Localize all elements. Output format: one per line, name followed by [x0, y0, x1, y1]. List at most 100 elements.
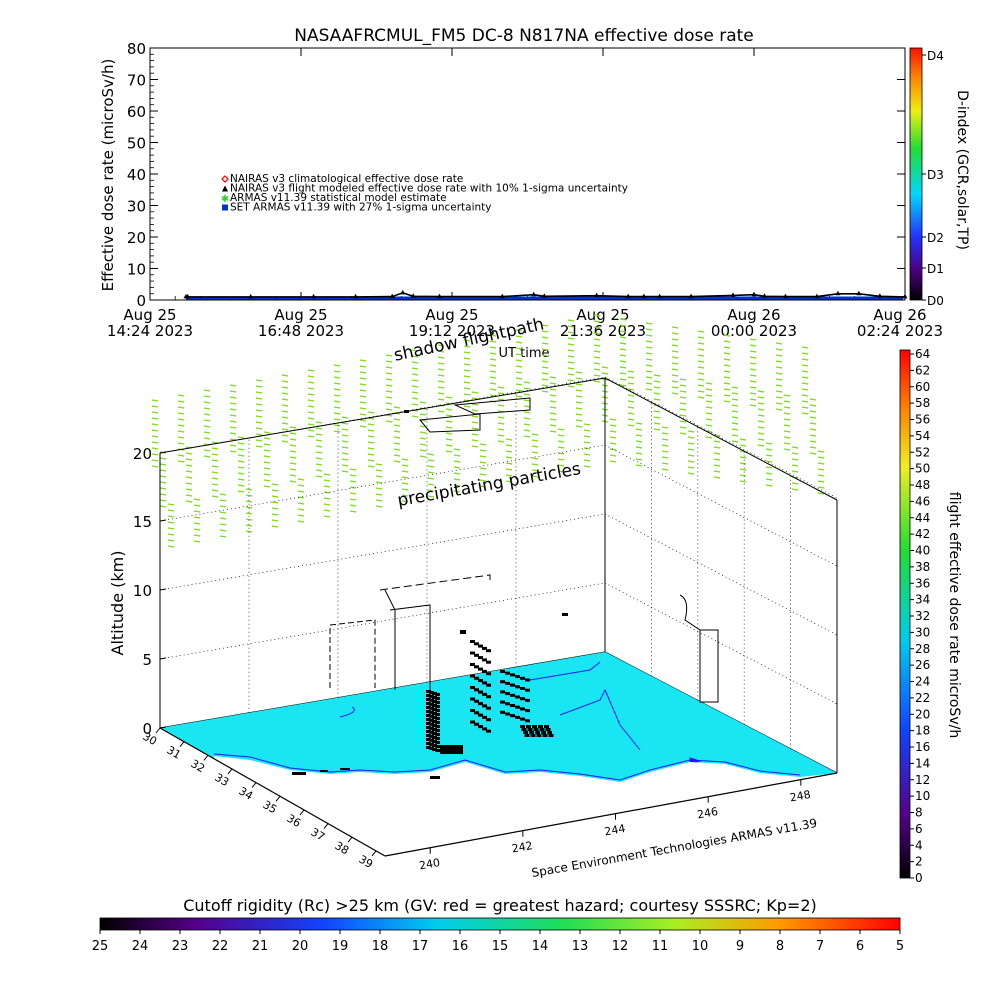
precip-dash [289, 438, 297, 441]
precip-dash [713, 434, 721, 437]
precip-dash [523, 393, 531, 396]
precip-dash [575, 371, 583, 374]
dose-colorbar-tick-label: 60 [915, 380, 930, 394]
precip-dash [697, 354, 705, 357]
precip-dash [749, 392, 757, 395]
precip-dash [185, 452, 193, 455]
flight-track-point [486, 706, 491, 710]
precip-dash [385, 396, 393, 399]
flight-track-point [470, 686, 475, 689]
precip-dash [609, 442, 617, 445]
precip-dash [661, 438, 669, 441]
svg-text:✱: ✱ [221, 194, 229, 205]
precip-dash [801, 346, 809, 349]
precip-dash [697, 378, 705, 381]
precip-dash [583, 435, 591, 438]
precip-dash [463, 405, 471, 408]
precip-dash [193, 528, 201, 531]
flight-track-point [486, 729, 491, 733]
precip-dash [661, 444, 669, 447]
flight-track-point [426, 742, 431, 745]
precip-dash [749, 386, 757, 389]
precip-dash [775, 390, 783, 393]
precip-dash [731, 440, 739, 443]
flight-track-point [452, 745, 457, 748]
precip-dash [367, 453, 375, 456]
precip-dash [471, 397, 479, 400]
precip-dash [445, 432, 453, 435]
precip-dash [739, 438, 747, 441]
precip-dash [411, 361, 419, 364]
precip-dash [245, 500, 253, 503]
precip-dash [653, 428, 661, 431]
precip-dash [791, 458, 799, 461]
flight-track-point [520, 676, 525, 680]
precip-dash [245, 506, 253, 509]
precip-dash [557, 440, 565, 443]
cutoff-rigidity-tick-label: 13 [572, 939, 589, 954]
latitude-tick [251, 782, 257, 788]
precip-dash [323, 479, 331, 482]
flight-track-point [478, 679, 483, 683]
precip-dash [809, 398, 817, 401]
flight-track-point [470, 697, 475, 701]
precip-dash [541, 384, 549, 387]
precip-dash [523, 423, 531, 426]
precip-dash [549, 424, 557, 427]
precip-dash [263, 455, 271, 458]
precip-dash [627, 382, 635, 385]
precip-dash [687, 454, 695, 457]
precip-dash [757, 438, 765, 441]
flight-track-point [538, 725, 543, 728]
precip-dash [427, 453, 435, 456]
precip-dash [731, 434, 739, 437]
longitude-tick-label: 246 [696, 805, 719, 821]
precip-dash [765, 454, 773, 457]
precip-dash [375, 463, 383, 466]
precip-dash [437, 362, 445, 365]
precip-dash [567, 379, 575, 382]
precip-dash [471, 391, 479, 394]
precip-dash [263, 431, 271, 434]
precip-dash [315, 457, 323, 460]
precip-dash [193, 534, 201, 537]
precip-dash [193, 516, 201, 519]
dose-y-axis-label: Effective dose rate (microSv/h) [99, 59, 117, 292]
precip-dash [349, 510, 357, 513]
precip-dash [385, 402, 393, 405]
precip-dash [479, 479, 487, 482]
precip-dash [489, 388, 497, 391]
precip-dash [723, 382, 731, 385]
dose-legend-symbol [222, 204, 228, 211]
precip-dash [349, 480, 357, 483]
outside-region [214, 756, 838, 856]
flight-track-point [455, 748, 460, 751]
precip-dash [817, 486, 825, 489]
precip-dash [211, 489, 219, 492]
dindex-colorbar [909, 47, 923, 301]
precip-dash [177, 394, 185, 397]
precip-dash [697, 390, 705, 393]
precip-dash [419, 431, 427, 434]
precip-dash [479, 443, 487, 446]
flight-track-point [515, 705, 520, 709]
precip-dash [203, 449, 211, 452]
precip-dash [775, 348, 783, 351]
flight-track-point [435, 729, 440, 732]
precip-dash [297, 478, 305, 481]
precip-dash [219, 499, 227, 502]
flight-track-point [515, 695, 520, 699]
precip-dash [359, 407, 367, 410]
precip-dash [653, 422, 661, 425]
latitude-tick-label: 34 [236, 784, 255, 802]
flight-track-point [535, 731, 540, 734]
precip-dash [255, 409, 263, 412]
flight-track-point [426, 702, 431, 705]
precip-dash [635, 452, 643, 455]
precip-dash [775, 402, 783, 405]
flight-track-point [532, 725, 537, 728]
precip-dash [203, 437, 211, 440]
cutoff-rigidity-tick-label: 5 [896, 939, 904, 954]
flight-track-point [505, 712, 510, 716]
nairas-flight-point [541, 293, 547, 298]
